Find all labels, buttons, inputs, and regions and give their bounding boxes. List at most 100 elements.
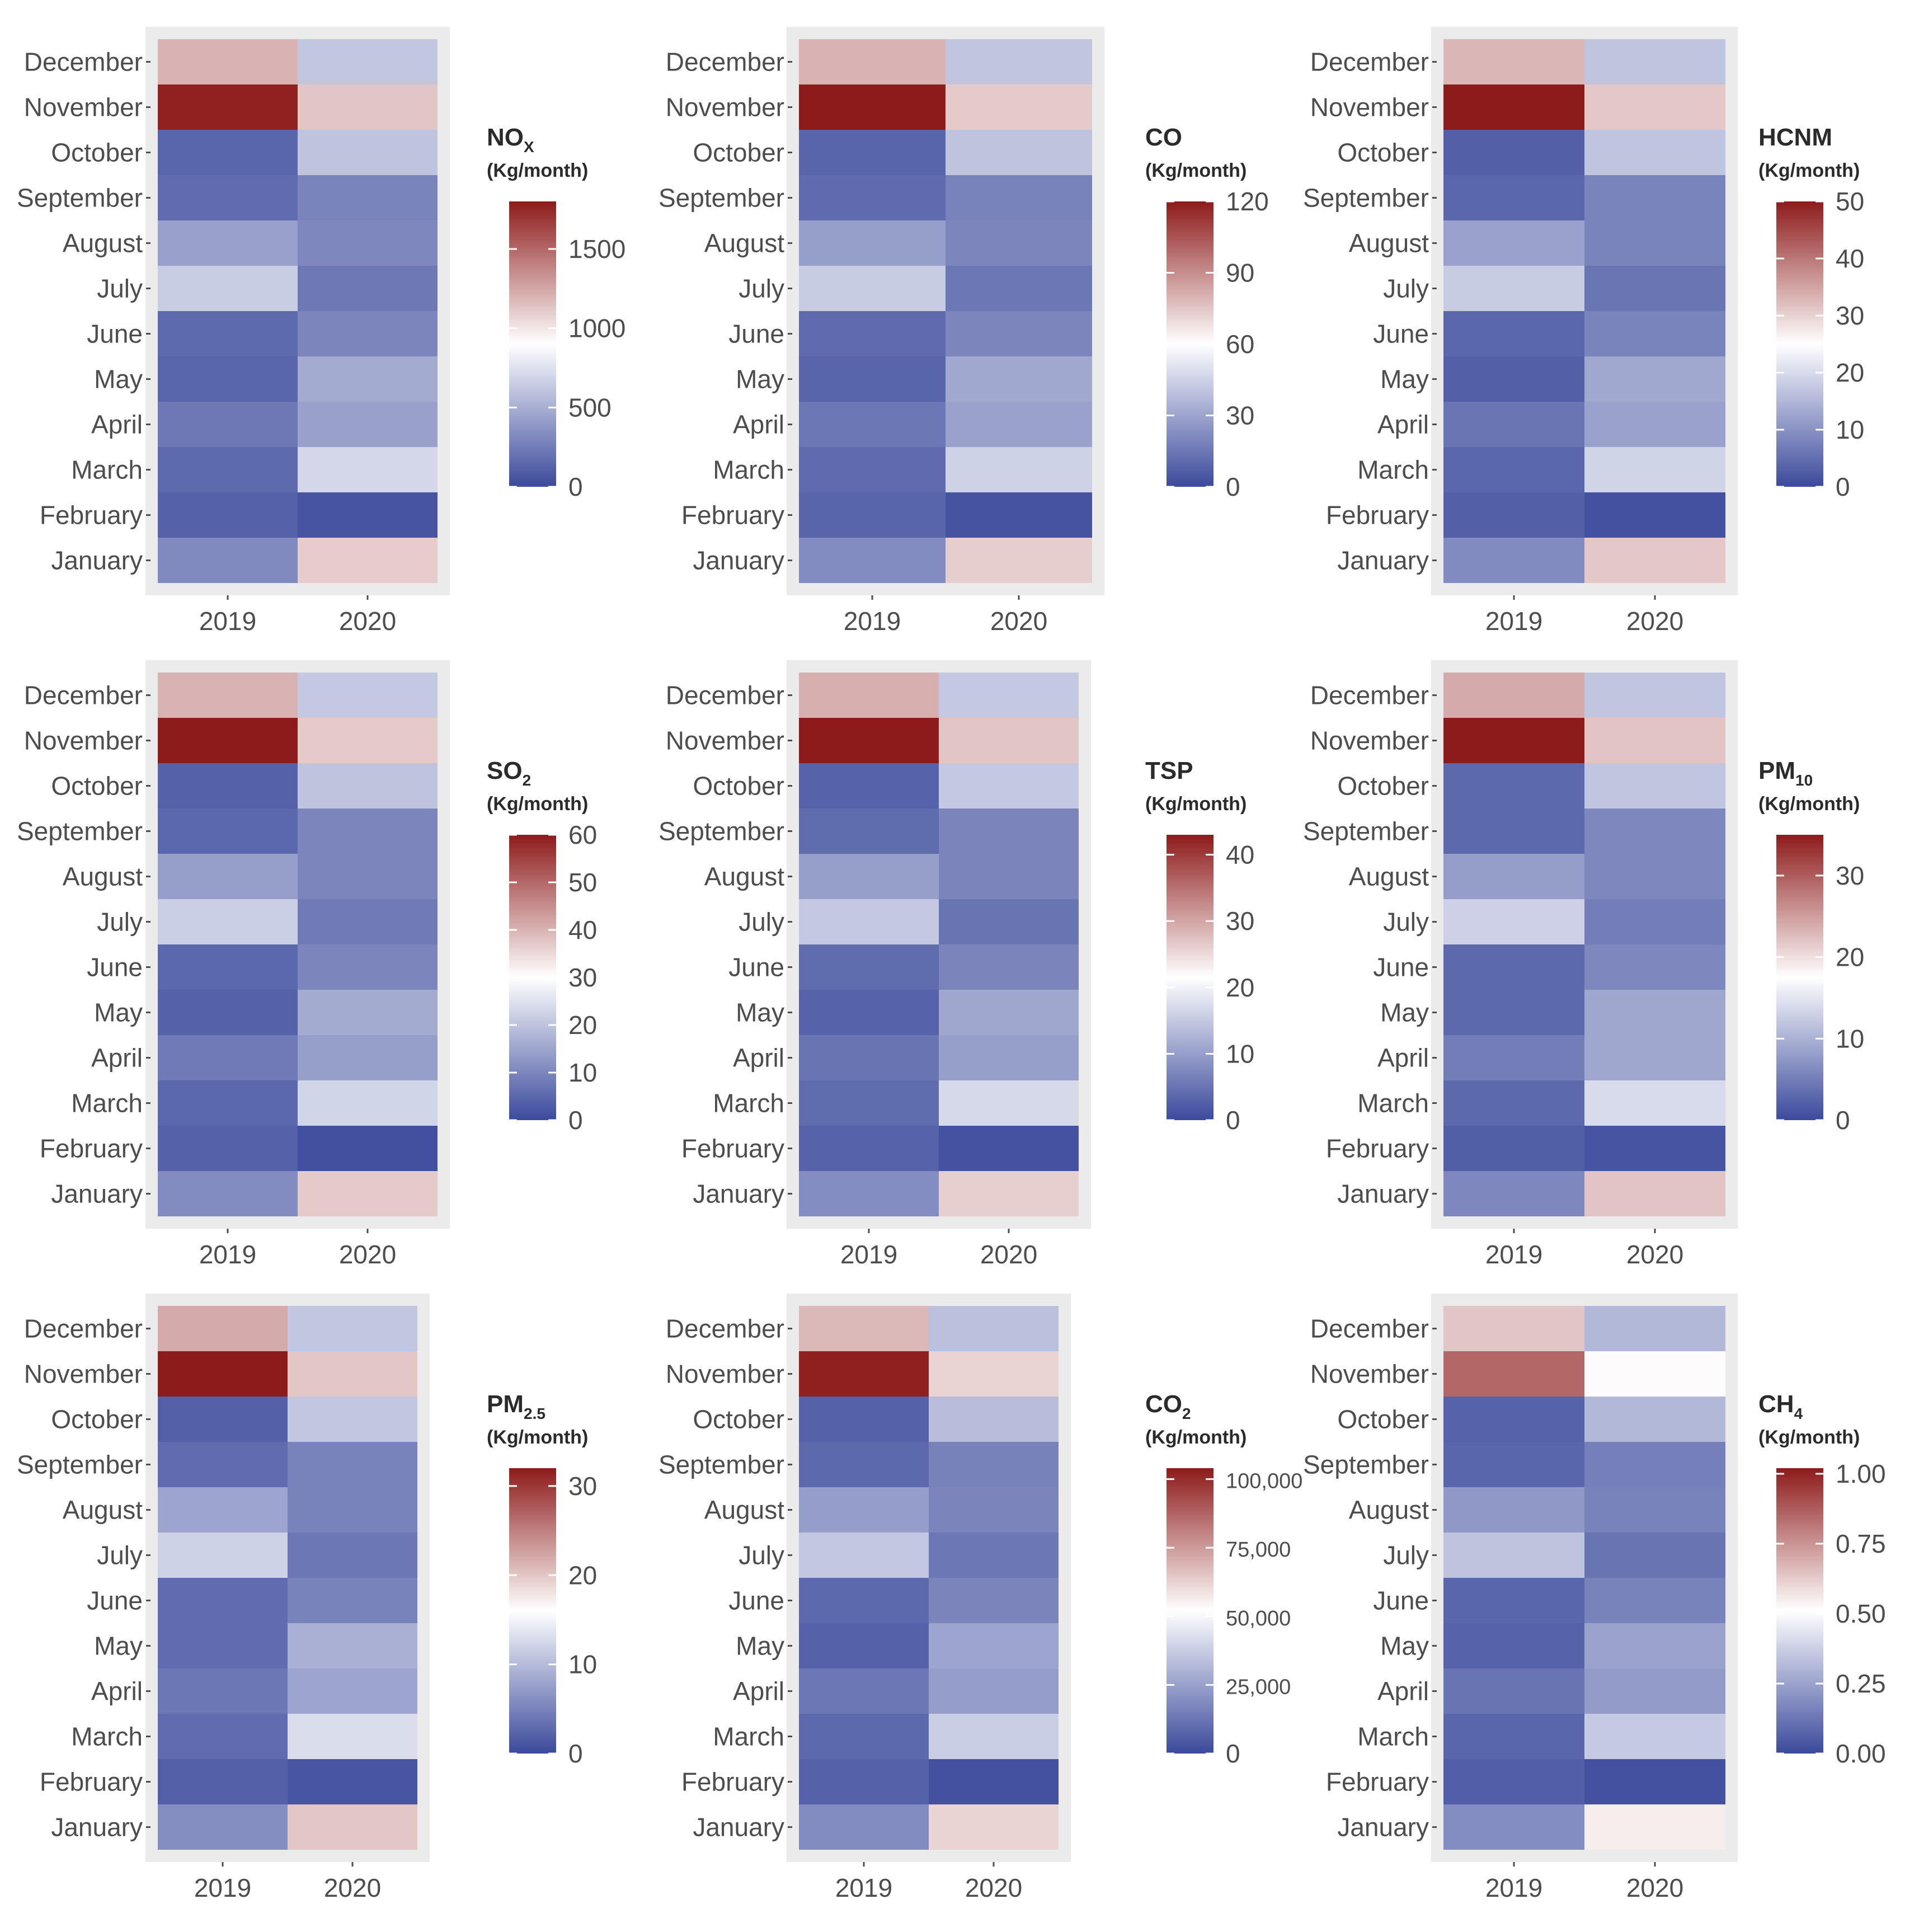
heatmap-tile: October 2020: 11 xyxy=(288,1397,417,1442)
heatmap-tile: September 2019: 11 xyxy=(799,175,946,220)
heatmap-tile: August 2019: 24000 xyxy=(799,1487,929,1533)
heatmap-tile: January 2020: 1100 xyxy=(298,538,438,583)
heatmap-tile: October 2020: 0.31 xyxy=(1584,1397,1725,1442)
heatmap-tile: May 2019: 4 xyxy=(158,990,298,1035)
x-tick-label: 2020 xyxy=(339,607,396,636)
legend-title: TSP xyxy=(1145,757,1193,784)
legend-title: NOX xyxy=(487,124,534,156)
legend-tick-label: 50 xyxy=(1836,187,1864,216)
legend-colorbar xyxy=(1167,1468,1214,1754)
heatmap-tile: May 2020: 26000 xyxy=(929,1623,1059,1668)
y-tick-label: January xyxy=(693,1813,784,1842)
y-tick-label: June xyxy=(728,1586,784,1615)
heatmap-tile: September 2019: 4 xyxy=(799,808,939,854)
heatmap-tile: September 2020: 7 xyxy=(939,808,1079,854)
panel-pm10: January 2019: 6January 2020: 22 January Fe… xyxy=(1303,660,1864,1269)
legend-tick-label: 20 xyxy=(568,1560,597,1590)
legend-title: HCNM xyxy=(1758,124,1832,151)
heatmap-tile: February 2020: 0.02 xyxy=(1584,1759,1725,1804)
heatmap-tile: April 2019: 6 xyxy=(1443,402,1584,447)
heatmap-tile: September 2019: 3 xyxy=(158,1442,288,1487)
heatmap-tile: December 2020: 15 xyxy=(939,673,1079,718)
heatmap-tile: March 2019: 4 xyxy=(799,1080,939,1126)
legend-tick-label: 10 xyxy=(1226,1039,1254,1068)
heatmap-tile: April 2019: 8 xyxy=(158,1035,298,1080)
y-tick-label: October xyxy=(1337,1405,1429,1434)
heatmap-tile: October 2020: 15 xyxy=(939,763,1079,808)
heatmap-tile: November 2020: 27 xyxy=(939,718,1079,763)
heatmap-tile: July 2019: 13 xyxy=(1443,899,1584,944)
heatmap-tile: February 2020: 50 xyxy=(298,492,438,538)
y-tick-label: January xyxy=(693,546,784,575)
heatmap-tile: July 2020: 4 xyxy=(288,1533,417,1578)
heatmap-tile: November 2019: 43 xyxy=(799,718,939,763)
heatmap-tile: December 2020: 21 xyxy=(298,673,438,718)
heatmap-tile: May 2020: 31 xyxy=(946,356,1092,402)
heatmap-tile: April 2020: 0.23 xyxy=(1584,1668,1725,1714)
heatmap-tile: April 2020: 9 xyxy=(1584,1035,1725,1080)
heatmap-tile: January 2020: 0.55 xyxy=(1584,1804,1725,1850)
y-tick-label: July xyxy=(1383,1541,1429,1570)
y-tick-label: February xyxy=(681,1768,784,1797)
y-tick-label: January xyxy=(51,546,143,575)
heatmap-tile: February 2019: 2 xyxy=(158,1759,288,1804)
heatmap-tile: December 2019: 68000 xyxy=(799,1306,929,1351)
heatmap-tile: March 2019: 11 xyxy=(799,447,946,492)
heatmap-tile: January 2020: 37 xyxy=(298,1171,438,1216)
legend-unit: (Kg/month) xyxy=(1758,1427,1860,1448)
heatmap-tile: June 2020: 6 xyxy=(1584,944,1725,990)
heatmap-tile: September 2020: 8 xyxy=(1584,175,1725,220)
heatmap-tile: February 2020: 2000 xyxy=(929,1759,1059,1804)
heatmap-tile: January 2019: 22 xyxy=(799,538,946,583)
y-tick-label: June xyxy=(87,953,143,982)
legend-tick-label: 30 xyxy=(1836,861,1864,890)
legend-tick-label: 0.50 xyxy=(1836,1599,1886,1628)
heatmap-tile: November 2020: 22 xyxy=(1584,718,1725,763)
heatmap-tile: December 2020: 17 xyxy=(1584,39,1725,84)
legend-tick-label: 0 xyxy=(1226,1739,1240,1768)
heatmap-tile: August 2020: 20 xyxy=(946,220,1092,266)
heatmap-tile: July 2020: 6 xyxy=(1584,266,1725,311)
y-tick-label: August xyxy=(63,862,143,891)
x-tick-label: 2020 xyxy=(990,607,1047,636)
y-tick-label: October xyxy=(693,1405,784,1434)
heatmap-tile: December 2019: 24 xyxy=(1443,673,1584,718)
y-tick-label: September xyxy=(17,184,143,213)
heatmap-tile: December 2020: 0.31 xyxy=(1584,1306,1725,1351)
heatmap-tile: January 2020: 62000 xyxy=(929,1804,1059,1850)
heatmap-tile: August 2020: 8 xyxy=(1584,220,1725,266)
y-tick-label: April xyxy=(733,410,784,439)
heatmap-tile: October 2020: 17 xyxy=(1584,130,1725,175)
legend-tick-label: 20 xyxy=(1226,973,1254,1002)
legend-tick-label: 10 xyxy=(568,1650,597,1679)
y-tick-label: November xyxy=(1310,726,1429,755)
legend-tick-label: 0.75 xyxy=(1836,1529,1886,1558)
heatmap-tile: January 2019: 9 xyxy=(1443,538,1584,583)
heatmap-tile: May 2019: 0.07 xyxy=(1443,1623,1584,1668)
y-tick-label: August xyxy=(704,1496,784,1525)
heatmap-tile: April 2020: 10 xyxy=(939,1035,1079,1080)
heatmap-tile: October 2019: 0.07 xyxy=(1443,1397,1584,1442)
y-tick-label: March xyxy=(1357,455,1429,485)
heatmap-tile: February 2020: 1 xyxy=(1584,1126,1725,1171)
y-tick-label: February xyxy=(40,1768,143,1797)
legend-tick-label: 30 xyxy=(568,963,597,992)
heatmap-tile: October 2020: 20 xyxy=(298,763,438,808)
heatmap-tile: August 2019: 8 xyxy=(158,1487,288,1533)
y-tick-label: February xyxy=(681,1134,784,1163)
heatmap-tile: July 2019: 22 xyxy=(158,899,298,944)
heatmap-tile: August 2019: 28 xyxy=(799,220,946,266)
heatmap-tile: February 2019: 120 xyxy=(158,492,298,538)
y-tick-label: November xyxy=(24,726,143,755)
heatmap-tile: July 2019: 43 xyxy=(799,266,946,311)
legend-tick-label: 0 xyxy=(1836,472,1850,501)
heatmap-tile: November 2019: 60 xyxy=(158,718,298,763)
heatmap-tile: April 2019: 4 xyxy=(158,1668,288,1714)
y-tick-label: June xyxy=(1373,953,1429,982)
heatmap-tile: February 2020: 1 xyxy=(1584,492,1725,538)
heatmap-tile: April 2020: 12 xyxy=(1584,402,1725,447)
heatmap-tile: May 2020: 13 xyxy=(1584,356,1725,402)
heatmap-tile: January 2019: 320 xyxy=(158,538,298,583)
y-tick-label: December xyxy=(24,1314,143,1343)
y-tick-label: December xyxy=(666,48,784,77)
